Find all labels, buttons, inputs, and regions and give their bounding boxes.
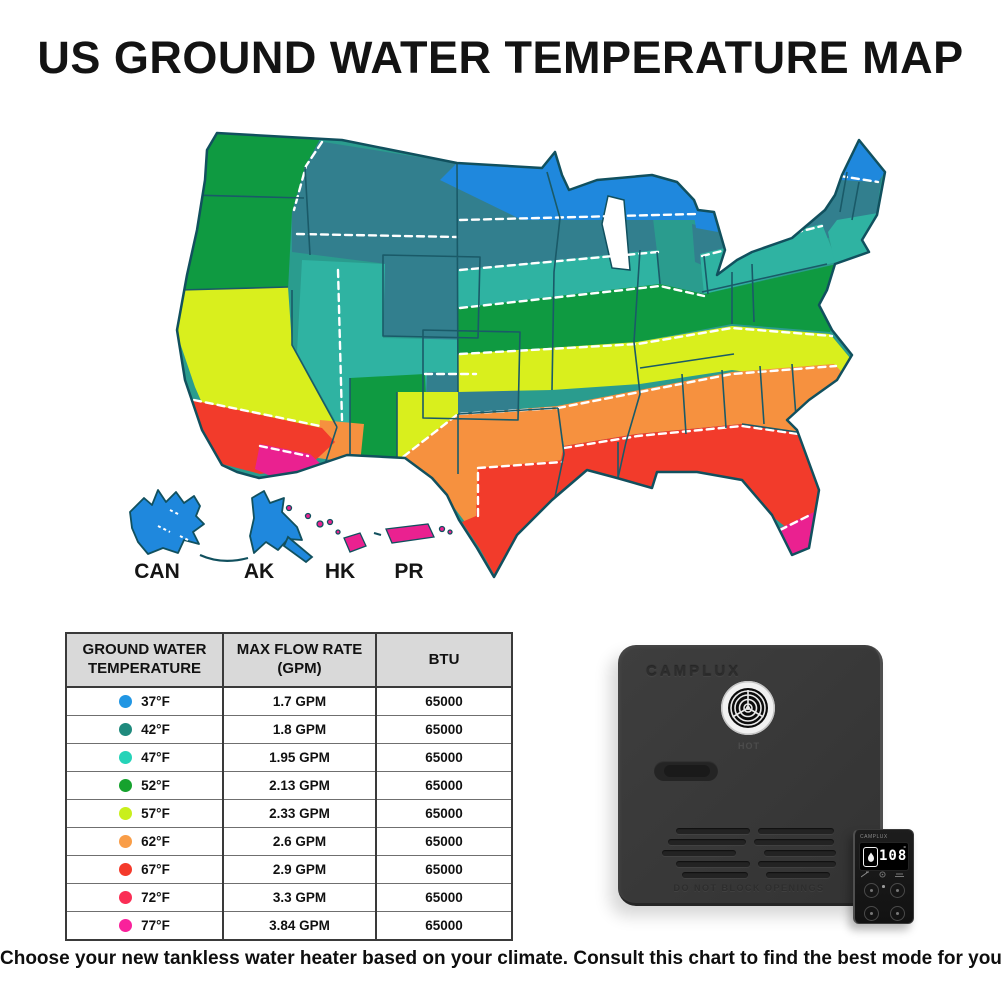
table-row: 67°F 2.9 GPM 65000 — [65, 855, 513, 884]
remote-buttons — [855, 880, 913, 922]
mode-button[interactable] — [864, 906, 879, 921]
table-row: 72°F 3.3 GPM 65000 — [65, 883, 513, 912]
vent-slat — [676, 861, 750, 867]
flame-mode-icon — [861, 871, 869, 878]
flow-value: 2.6 GPM — [222, 827, 377, 856]
display-value: 108 — [879, 848, 908, 864]
table-row: 62°F 2.6 GPM 65000 — [65, 827, 513, 856]
flow-value: 2.13 GPM — [222, 771, 377, 800]
btu-value: 65000 — [375, 686, 513, 716]
flow-value: 2.33 GPM — [222, 799, 377, 828]
vent-slat — [758, 828, 834, 834]
bottom-caption: Choose your new tankless water heater ba… — [0, 948, 1001, 969]
btu-value: 65000 — [375, 911, 513, 941]
hawaii-shape — [285, 504, 367, 553]
flow-value: 2.9 GPM — [222, 855, 377, 884]
exhaust-vent-icon — [719, 679, 777, 737]
vent-slat — [764, 850, 836, 856]
vent-slat — [766, 872, 830, 878]
temp-dot — [119, 919, 133, 932]
state-borders — [179, 162, 860, 503]
flow-value: 3.84 GPM — [222, 911, 377, 941]
degree-icon: ° — [903, 846, 906, 853]
do-not-block-warning: DO NOT BLOCK OPENINGS — [673, 883, 825, 893]
label-canada: CAN — [134, 560, 180, 583]
band-47f — [297, 213, 878, 424]
btu-value: 65000 — [375, 743, 513, 772]
flow-rate-table: GROUND WATER TEMPERATURE MAX FLOW RATE (GP… — [65, 632, 513, 941]
temp-value: 57°F — [141, 806, 170, 821]
header-ground-water-temperature: GROUND WATER TEMPERATURE — [65, 632, 224, 688]
vent-hot-label: HOT — [738, 741, 760, 751]
table-row: 42°F 1.8 GPM 65000 — [65, 715, 513, 744]
header-btu: BTU — [375, 632, 513, 688]
table-row: 77°F 3.84 GPM 65000 — [65, 911, 513, 941]
remote-controller: CAMPLUX 108 ° — [853, 829, 914, 924]
vent-slat — [662, 850, 736, 856]
flame-icon — [863, 847, 878, 867]
btu-value: 65000 — [375, 883, 513, 912]
temperature-bands — [177, 133, 885, 577]
page-title: US GROUND WATER TEMPERATURE MAP — [37, 32, 964, 83]
table-row: 47°F 1.95 GPM 65000 — [65, 743, 513, 772]
btu-value: 65000 — [375, 855, 513, 884]
temp-value: 77°F — [141, 918, 170, 933]
temp-value: 72°F — [141, 890, 170, 905]
us-groundwater-map: CAN AK HK PR — [92, 112, 912, 607]
btu-value: 65000 — [375, 799, 513, 828]
power-button[interactable] — [864, 883, 879, 898]
flow-value: 1.7 GPM — [222, 686, 377, 716]
remote-brand-label: CAMPLUX — [860, 834, 888, 840]
table-header-row: GROUND WATER TEMPERATURE MAX FLOW RATE (GP… — [65, 632, 513, 688]
canada-shape — [129, 489, 205, 555]
table-row: 57°F 2.33 GPM 65000 — [65, 799, 513, 828]
vent-slat — [676, 828, 750, 834]
table-row: 52°F 2.13 GPM 65000 — [65, 771, 513, 800]
vent-slat — [668, 839, 746, 845]
temp-value: 67°F — [141, 862, 170, 877]
panel-handle — [654, 761, 718, 781]
vent-slat — [754, 839, 834, 845]
btu-value: 65000 — [375, 827, 513, 856]
temp-value: 62°F — [141, 834, 170, 849]
temperature-display: 108 ° — [859, 842, 909, 871]
temp-value: 47°F — [141, 750, 170, 765]
flow-value: 1.8 GPM — [222, 715, 377, 744]
temp-dot — [119, 835, 133, 848]
header-max-flow-rate: MAX FLOW RATE (GPM) — [222, 632, 377, 688]
btu-value: 65000 — [375, 715, 513, 744]
mode-icons — [861, 871, 907, 878]
temp-down-button[interactable] — [890, 906, 905, 921]
temp-value: 52°F — [141, 778, 170, 793]
temp-dot — [119, 779, 133, 792]
status-led — [882, 885, 885, 888]
table-row: 37°F 1.7 GPM 65000 — [65, 686, 513, 716]
vent-slat — [758, 861, 836, 867]
vent-slat — [682, 872, 748, 878]
temp-dot — [119, 863, 133, 876]
btu-value: 65000 — [375, 771, 513, 800]
us-map-svg: CAN AK HK PR — [129, 131, 887, 583]
puerto-rico-shape — [373, 523, 453, 544]
band-52f — [178, 133, 844, 474]
heater-brand-label: CAMPLUX — [646, 663, 742, 680]
flow-value: 3.3 GPM — [222, 883, 377, 912]
water-heater-image: CAMPLUX HOT DO NOT B — [618, 645, 883, 906]
temp-value: 42°F — [141, 722, 170, 737]
lake-michigan — [601, 195, 631, 271]
label-puerto-rico: PR — [394, 560, 423, 583]
label-alaska: AK — [244, 560, 274, 583]
temp-up-button[interactable] — [890, 883, 905, 898]
temp-value: 37°F — [141, 694, 170, 709]
temp-dot — [119, 723, 133, 736]
alaska-shape — [199, 490, 314, 564]
fan-mode-icon — [879, 871, 886, 878]
temp-dot — [119, 695, 133, 708]
temp-dot — [119, 751, 133, 764]
temp-dot — [119, 891, 133, 904]
temp-dot — [119, 807, 133, 820]
flow-value: 1.95 GPM — [222, 743, 377, 772]
level-bars-icon — [895, 873, 904, 877]
label-hawaii: HK — [325, 560, 355, 583]
